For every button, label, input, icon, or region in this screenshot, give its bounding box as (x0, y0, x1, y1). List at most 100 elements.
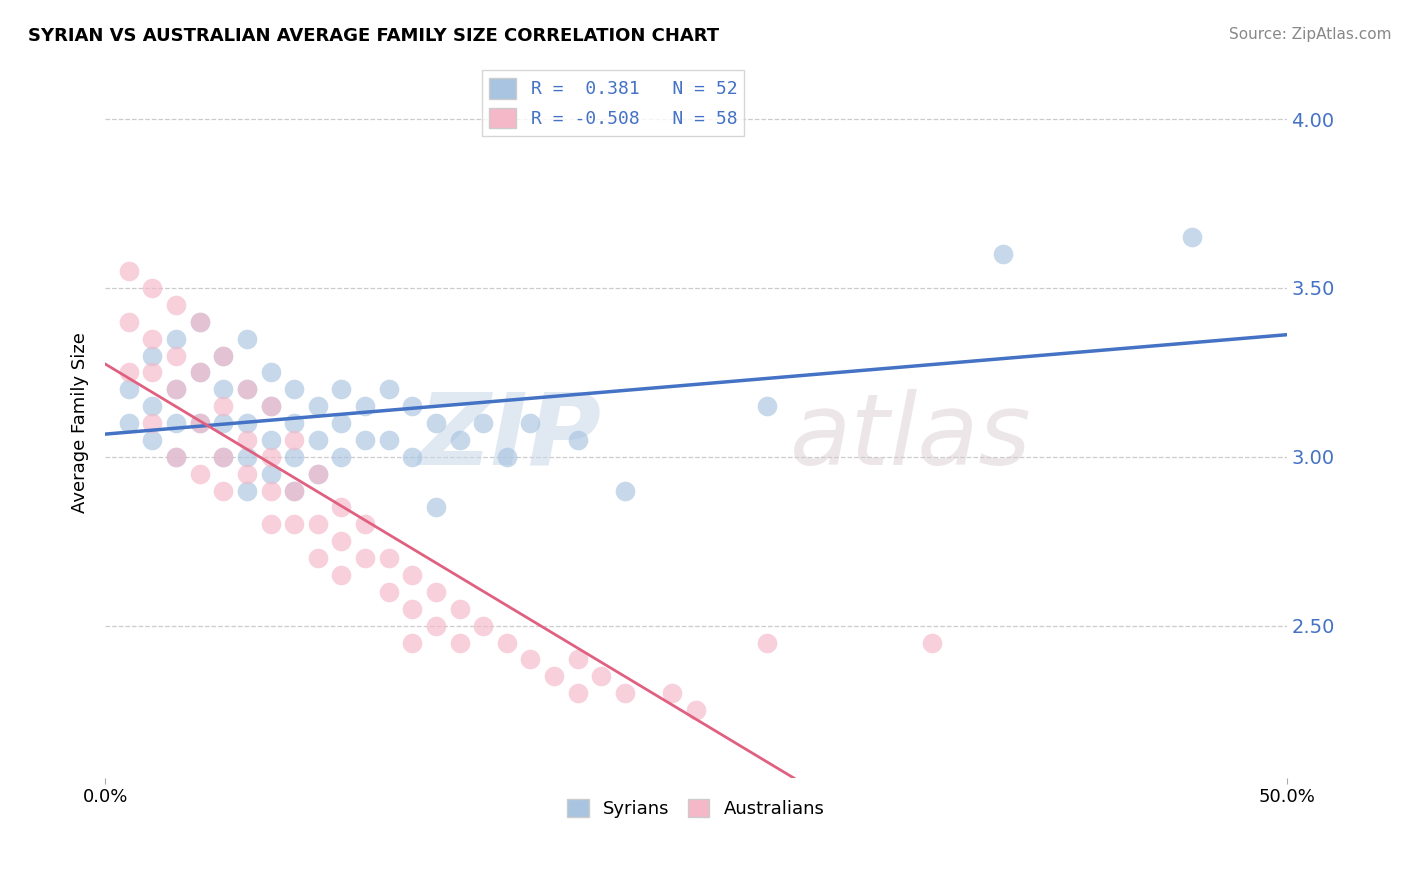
Point (188, 416, 211, 430)
Point (991, 247, 1014, 261)
Point (307, 551, 329, 566)
Point (236, 382, 259, 396)
Point (259, 365, 281, 379)
Point (377, 433, 399, 447)
Point (236, 450, 259, 464)
Point (377, 551, 399, 566)
Point (354, 433, 377, 447)
Point (283, 483, 305, 498)
Text: Source: ZipAtlas.com: Source: ZipAtlas.com (1229, 27, 1392, 42)
Point (330, 568, 353, 582)
Point (330, 416, 353, 430)
Point (259, 483, 281, 498)
Point (283, 416, 305, 430)
Point (283, 382, 305, 396)
Point (236, 433, 259, 447)
Point (118, 315, 141, 329)
Point (307, 467, 329, 481)
Point (188, 365, 211, 379)
Point (591, 669, 613, 683)
Point (212, 399, 235, 413)
Point (118, 382, 141, 396)
Point (755, 635, 778, 649)
Point (401, 399, 423, 413)
Point (283, 450, 305, 464)
Point (165, 332, 187, 346)
Point (118, 365, 141, 379)
Point (212, 416, 235, 430)
Point (165, 382, 187, 396)
Point (330, 534, 353, 549)
Y-axis label: Average Family Size: Average Family Size (72, 333, 89, 514)
Point (449, 635, 471, 649)
Point (755, 399, 778, 413)
Point (519, 652, 541, 666)
Point (567, 652, 589, 666)
Text: SYRIAN VS AUSTRALIAN AVERAGE FAMILY SIZE CORRELATION CHART: SYRIAN VS AUSTRALIAN AVERAGE FAMILY SIZE… (28, 27, 720, 45)
Point (354, 399, 377, 413)
Point (212, 349, 235, 363)
Point (307, 433, 329, 447)
Point (165, 450, 187, 464)
Point (495, 635, 517, 649)
Point (236, 416, 259, 430)
Point (614, 686, 637, 700)
Point (118, 264, 141, 278)
Point (236, 382, 259, 396)
Point (141, 365, 163, 379)
Text: atlas: atlas (790, 389, 1032, 486)
Point (165, 382, 187, 396)
Point (307, 467, 329, 481)
Point (141, 399, 163, 413)
Point (519, 416, 541, 430)
Point (165, 298, 187, 312)
Point (259, 517, 281, 532)
Point (212, 349, 235, 363)
Point (165, 450, 187, 464)
Point (283, 517, 305, 532)
Point (921, 635, 943, 649)
Point (330, 382, 353, 396)
Point (449, 601, 471, 615)
Point (1181, 230, 1204, 244)
Point (259, 450, 281, 464)
Point (449, 433, 471, 447)
Point (401, 601, 423, 615)
Point (236, 483, 259, 498)
Point (259, 399, 281, 413)
Point (377, 382, 399, 396)
Point (425, 618, 447, 632)
Point (401, 568, 423, 582)
Point (307, 517, 329, 532)
Point (425, 585, 447, 599)
Point (567, 433, 589, 447)
Point (567, 686, 589, 700)
Point (283, 433, 305, 447)
Point (259, 399, 281, 413)
Point (543, 669, 565, 683)
Point (661, 686, 683, 700)
Point (685, 703, 707, 717)
Point (212, 450, 235, 464)
Point (283, 483, 305, 498)
Point (141, 349, 163, 363)
Point (472, 618, 495, 632)
Point (188, 416, 211, 430)
Point (212, 483, 235, 498)
Point (330, 450, 353, 464)
Point (495, 450, 517, 464)
Point (212, 382, 235, 396)
Point (614, 483, 637, 498)
Point (188, 467, 211, 481)
Point (259, 433, 281, 447)
Point (377, 585, 399, 599)
Point (401, 450, 423, 464)
Point (118, 416, 141, 430)
Point (425, 416, 447, 430)
Point (188, 315, 211, 329)
Point (236, 467, 259, 481)
Point (188, 315, 211, 329)
Point (472, 416, 495, 430)
Point (259, 467, 281, 481)
Text: ZIP: ZIP (419, 389, 602, 486)
